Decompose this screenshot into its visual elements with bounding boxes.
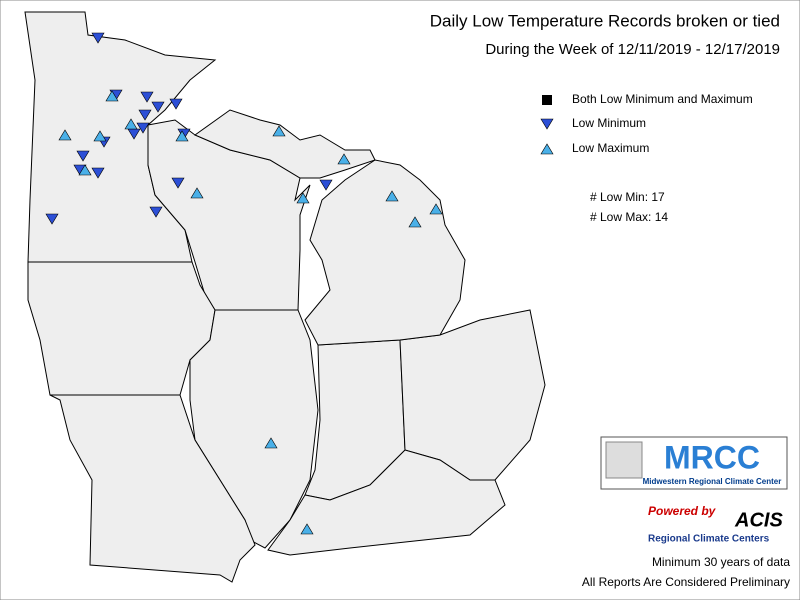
low-min-marker xyxy=(91,32,105,44)
count-label: # Low Max: 14 xyxy=(590,210,668,224)
low-max-marker xyxy=(296,192,310,204)
low-min-marker xyxy=(319,179,333,191)
michigan-lower xyxy=(304,159,466,346)
low-max-marker xyxy=(385,190,399,202)
low-max-marker xyxy=(124,118,138,130)
count-label: # Low Min: 17 xyxy=(590,190,665,204)
low-max-marker xyxy=(272,125,286,137)
states xyxy=(24,11,546,583)
title: Daily Low Temperature Records broken or … xyxy=(430,11,780,30)
markers xyxy=(45,32,443,535)
low-min-marker xyxy=(91,167,105,179)
low-min-marker xyxy=(136,122,150,134)
low-min-marker xyxy=(138,109,152,121)
legend-symbol xyxy=(542,95,552,105)
low-max-marker xyxy=(300,523,314,535)
logo-text: MRCC xyxy=(664,439,760,475)
low-max-marker xyxy=(429,203,443,215)
kentucky xyxy=(267,449,506,556)
legend-label: Low Maximum xyxy=(572,141,649,155)
logo-text: Powered by xyxy=(648,504,717,518)
logo-subtext: Midwestern Regional Climate Center xyxy=(643,477,782,486)
logo-text: ACIS xyxy=(734,509,783,531)
low-max-marker xyxy=(337,153,351,165)
low-max-marker xyxy=(78,164,92,176)
legend-label: Both Low Minimum and Maximum xyxy=(572,92,753,106)
footer-note: Minimum 30 years of data xyxy=(652,555,790,569)
legend-symbol xyxy=(540,143,554,155)
low-max-marker xyxy=(58,129,72,141)
low-min-marker xyxy=(45,213,59,225)
logo-subtext: Regional Climate Centers xyxy=(648,534,770,545)
michigan-upper xyxy=(193,109,376,179)
low-min-marker xyxy=(76,150,90,162)
subtitle: During the Week of 12/11/2019 - 12/17/20… xyxy=(485,41,780,58)
low-min-marker xyxy=(151,101,165,113)
footer-note: All Reports Are Considered Preliminary xyxy=(582,575,790,589)
missouri xyxy=(49,394,256,583)
acis-logo: Powered by ACIS Regional Climate Centers xyxy=(648,504,783,544)
low-min-marker xyxy=(149,206,163,218)
low-max-marker xyxy=(264,437,278,449)
low-max-marker xyxy=(408,216,422,228)
low-min-marker xyxy=(169,98,183,110)
low-max-marker xyxy=(175,130,189,142)
low-min-marker xyxy=(171,177,185,189)
mrcc-logo: MRCC Midwestern Regional Climate Center xyxy=(600,436,788,490)
low-max-marker xyxy=(190,187,204,199)
low-max-marker xyxy=(105,90,119,102)
logo-map xyxy=(605,441,643,479)
legend-symbol xyxy=(540,118,554,130)
low-max-marker xyxy=(93,130,107,142)
low-min-marker xyxy=(140,91,154,103)
legend-label: Low Minimum xyxy=(572,116,646,130)
